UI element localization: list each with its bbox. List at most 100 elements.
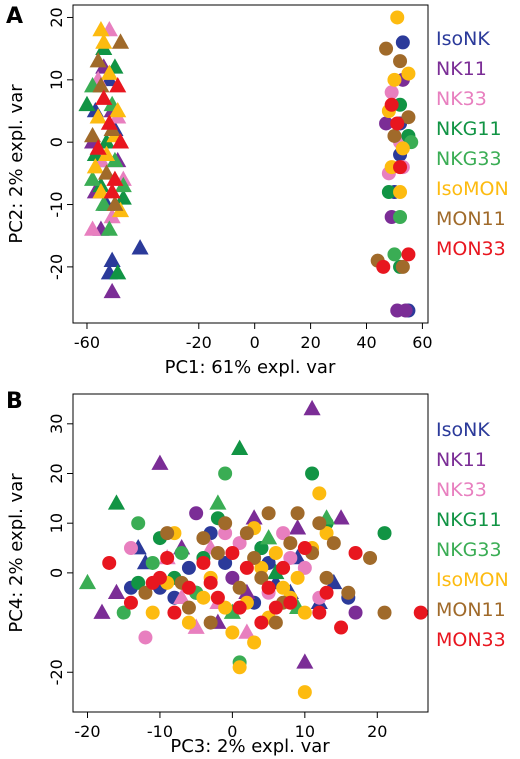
panel-b-point-nk11 bbox=[93, 603, 111, 619]
panel-a-point-mon11 bbox=[387, 128, 402, 143]
panel-a-plot-frame bbox=[72, 4, 429, 324]
panel-b-point-nkg11 bbox=[267, 563, 285, 580]
panel-b-point-mon33 bbox=[181, 580, 196, 595]
panel-b-point-mon33 bbox=[268, 600, 283, 615]
panel-a-point-isonk bbox=[103, 251, 121, 267]
panel-b-point-nk33 bbox=[232, 536, 247, 551]
panel-a-point-nkg11 bbox=[114, 189, 132, 205]
panel-b-point-mon33 bbox=[123, 595, 138, 610]
panel-a-point-nkg11 bbox=[78, 95, 96, 112]
panel-b-point-nk33 bbox=[238, 623, 256, 639]
panel-b-point-nkg33 bbox=[209, 494, 227, 510]
panel-a-point-mon11 bbox=[401, 110, 416, 125]
panel-b-points bbox=[78, 399, 428, 700]
panel-b-point-mon11 bbox=[138, 585, 153, 600]
panel-b-point-mon33 bbox=[413, 605, 428, 620]
panel-a-point-isomon bbox=[401, 66, 416, 81]
panel-a-point-nk33 bbox=[384, 85, 399, 100]
panel-b-point-mon11 bbox=[377, 605, 392, 620]
panel-b-point-isomon bbox=[276, 580, 291, 595]
panel-b-point-nk11 bbox=[238, 583, 256, 600]
panel-b-legend-nkg11: NKG11 bbox=[436, 509, 502, 531]
panel-a-point-mon11 bbox=[106, 195, 124, 211]
panel-b-point-mon11 bbox=[210, 546, 225, 560]
panel-a-point-mon33 bbox=[95, 89, 113, 105]
panel-b-legend-isomon: IsoMON bbox=[436, 569, 509, 591]
panel-a-y-ticks: -20 -10 0 10 20 bbox=[47, 7, 73, 280]
panel-a-point-mon33 bbox=[393, 160, 408, 175]
panel-b-point-mon33 bbox=[225, 546, 240, 560]
panel-b-point-nkg33 bbox=[174, 546, 189, 560]
panel-a-y-axis-label: PC2: 2% expl. var bbox=[6, 84, 27, 244]
panel-b-point-nkg33 bbox=[223, 603, 241, 619]
panel-b-x-tick-label: 20 bbox=[367, 722, 387, 741]
panel-b-point-isomon bbox=[297, 605, 312, 620]
panel-b-point-nkg33 bbox=[218, 466, 233, 481]
panel-a-legend-nkg11: NKG11 bbox=[436, 118, 502, 140]
panel-a-point-isonk bbox=[131, 239, 149, 255]
panel-a-point-mon33 bbox=[106, 170, 124, 186]
panel-a-point-nkg33 bbox=[95, 195, 113, 211]
panel-b-point-mon33 bbox=[102, 555, 117, 570]
panel-a-point-isomon bbox=[109, 102, 127, 118]
panel-b-point-nk33 bbox=[218, 526, 233, 541]
panel-b-point-nk11 bbox=[225, 570, 240, 585]
panel-b-x-ticks: -20 -10 0 10 20 bbox=[74, 712, 387, 741]
panel-a-point-isomon bbox=[387, 72, 402, 87]
panel-a-point-isomon bbox=[92, 20, 110, 37]
panel-b-point-mon33 bbox=[334, 620, 349, 635]
panel-b-point-isomon bbox=[254, 560, 269, 575]
panel-b-point-mon11 bbox=[232, 580, 247, 595]
panel-b-x-tick-label: 0 bbox=[227, 722, 237, 741]
panel-a-legend-isomon: IsoMON bbox=[436, 178, 509, 200]
panel-b-point-mon33 bbox=[167, 605, 182, 620]
panel-a-point-isomon bbox=[390, 10, 405, 25]
panel-b-point-isomon bbox=[297, 685, 312, 700]
panel-a-point-mon11 bbox=[92, 77, 110, 93]
panel-b-legend-isonk: IsoNK bbox=[436, 419, 490, 441]
panel-a-point-nk11 bbox=[398, 303, 413, 318]
panel-b-point-isomon bbox=[232, 660, 247, 675]
panel-a-point-nk11 bbox=[103, 282, 121, 299]
panel-b-point-mon33 bbox=[312, 605, 327, 620]
panel-b-point-nkg11 bbox=[377, 526, 392, 541]
panel-b-point-nk11 bbox=[151, 454, 169, 470]
panel-a-point-mon33 bbox=[109, 77, 127, 93]
panel-b-point-isomon bbox=[312, 486, 327, 501]
panel-b-y-axis-label: PC4: 2% expl. var bbox=[6, 473, 27, 633]
panel-b-point-mon33 bbox=[203, 575, 218, 590]
panel-b-point-isomon bbox=[225, 625, 240, 640]
panel-a-point-mon11 bbox=[111, 33, 130, 49]
panel-b-y-tick-label: -20 bbox=[47, 659, 66, 685]
panel-b-point-mon33 bbox=[348, 546, 363, 560]
panel-b-point-nk11 bbox=[289, 519, 307, 535]
panel-b-point-nk33 bbox=[123, 541, 138, 556]
panel-a-points bbox=[78, 10, 419, 318]
panel-a-point-nk33 bbox=[103, 208, 121, 224]
panel-b-point-nk11 bbox=[107, 583, 126, 600]
panel-b-point-mon11 bbox=[254, 570, 269, 585]
panel-b-legend-mon11: MON11 bbox=[436, 599, 506, 621]
panel-b-legend-nk11: NK11 bbox=[436, 449, 487, 471]
panel-a-point-mon33 bbox=[103, 183, 121, 199]
panel-a-point-nkg11 bbox=[381, 185, 396, 200]
panel-b-x-tick-label: -10 bbox=[147, 722, 173, 741]
panel-b-point-isomon bbox=[218, 600, 233, 615]
panel-a-legend-nk11: NK11 bbox=[436, 58, 487, 80]
panel-b-point-mon11 bbox=[312, 516, 327, 531]
panel-a-point-isomon bbox=[100, 64, 118, 80]
panel-b-point-mon11 bbox=[239, 526, 254, 541]
panel-b-point-mon33 bbox=[196, 555, 211, 570]
panel-b-x-tick-label: -20 bbox=[74, 722, 100, 741]
panel-a-point-isomon bbox=[393, 185, 408, 200]
panel-a-x-tick-label: -60 bbox=[74, 333, 100, 352]
panel-a-legend: IsoNK NK11 NK33 NKG11 NKG33 IsoMON MON11 MON33 bbox=[436, 28, 509, 260]
panel-b-point-nkg11 bbox=[254, 541, 269, 556]
panel-b-point-nk11 bbox=[303, 399, 321, 416]
panel-b-point-mon33 bbox=[232, 600, 247, 615]
panel-b-point-nkg33 bbox=[260, 529, 278, 545]
panel-b-point-mon11 bbox=[326, 536, 341, 551]
panel-a-point-isomon bbox=[97, 145, 116, 161]
panel-a-x-tick-label: 60 bbox=[412, 333, 432, 352]
panel-a-point-nkg33 bbox=[387, 247, 402, 262]
